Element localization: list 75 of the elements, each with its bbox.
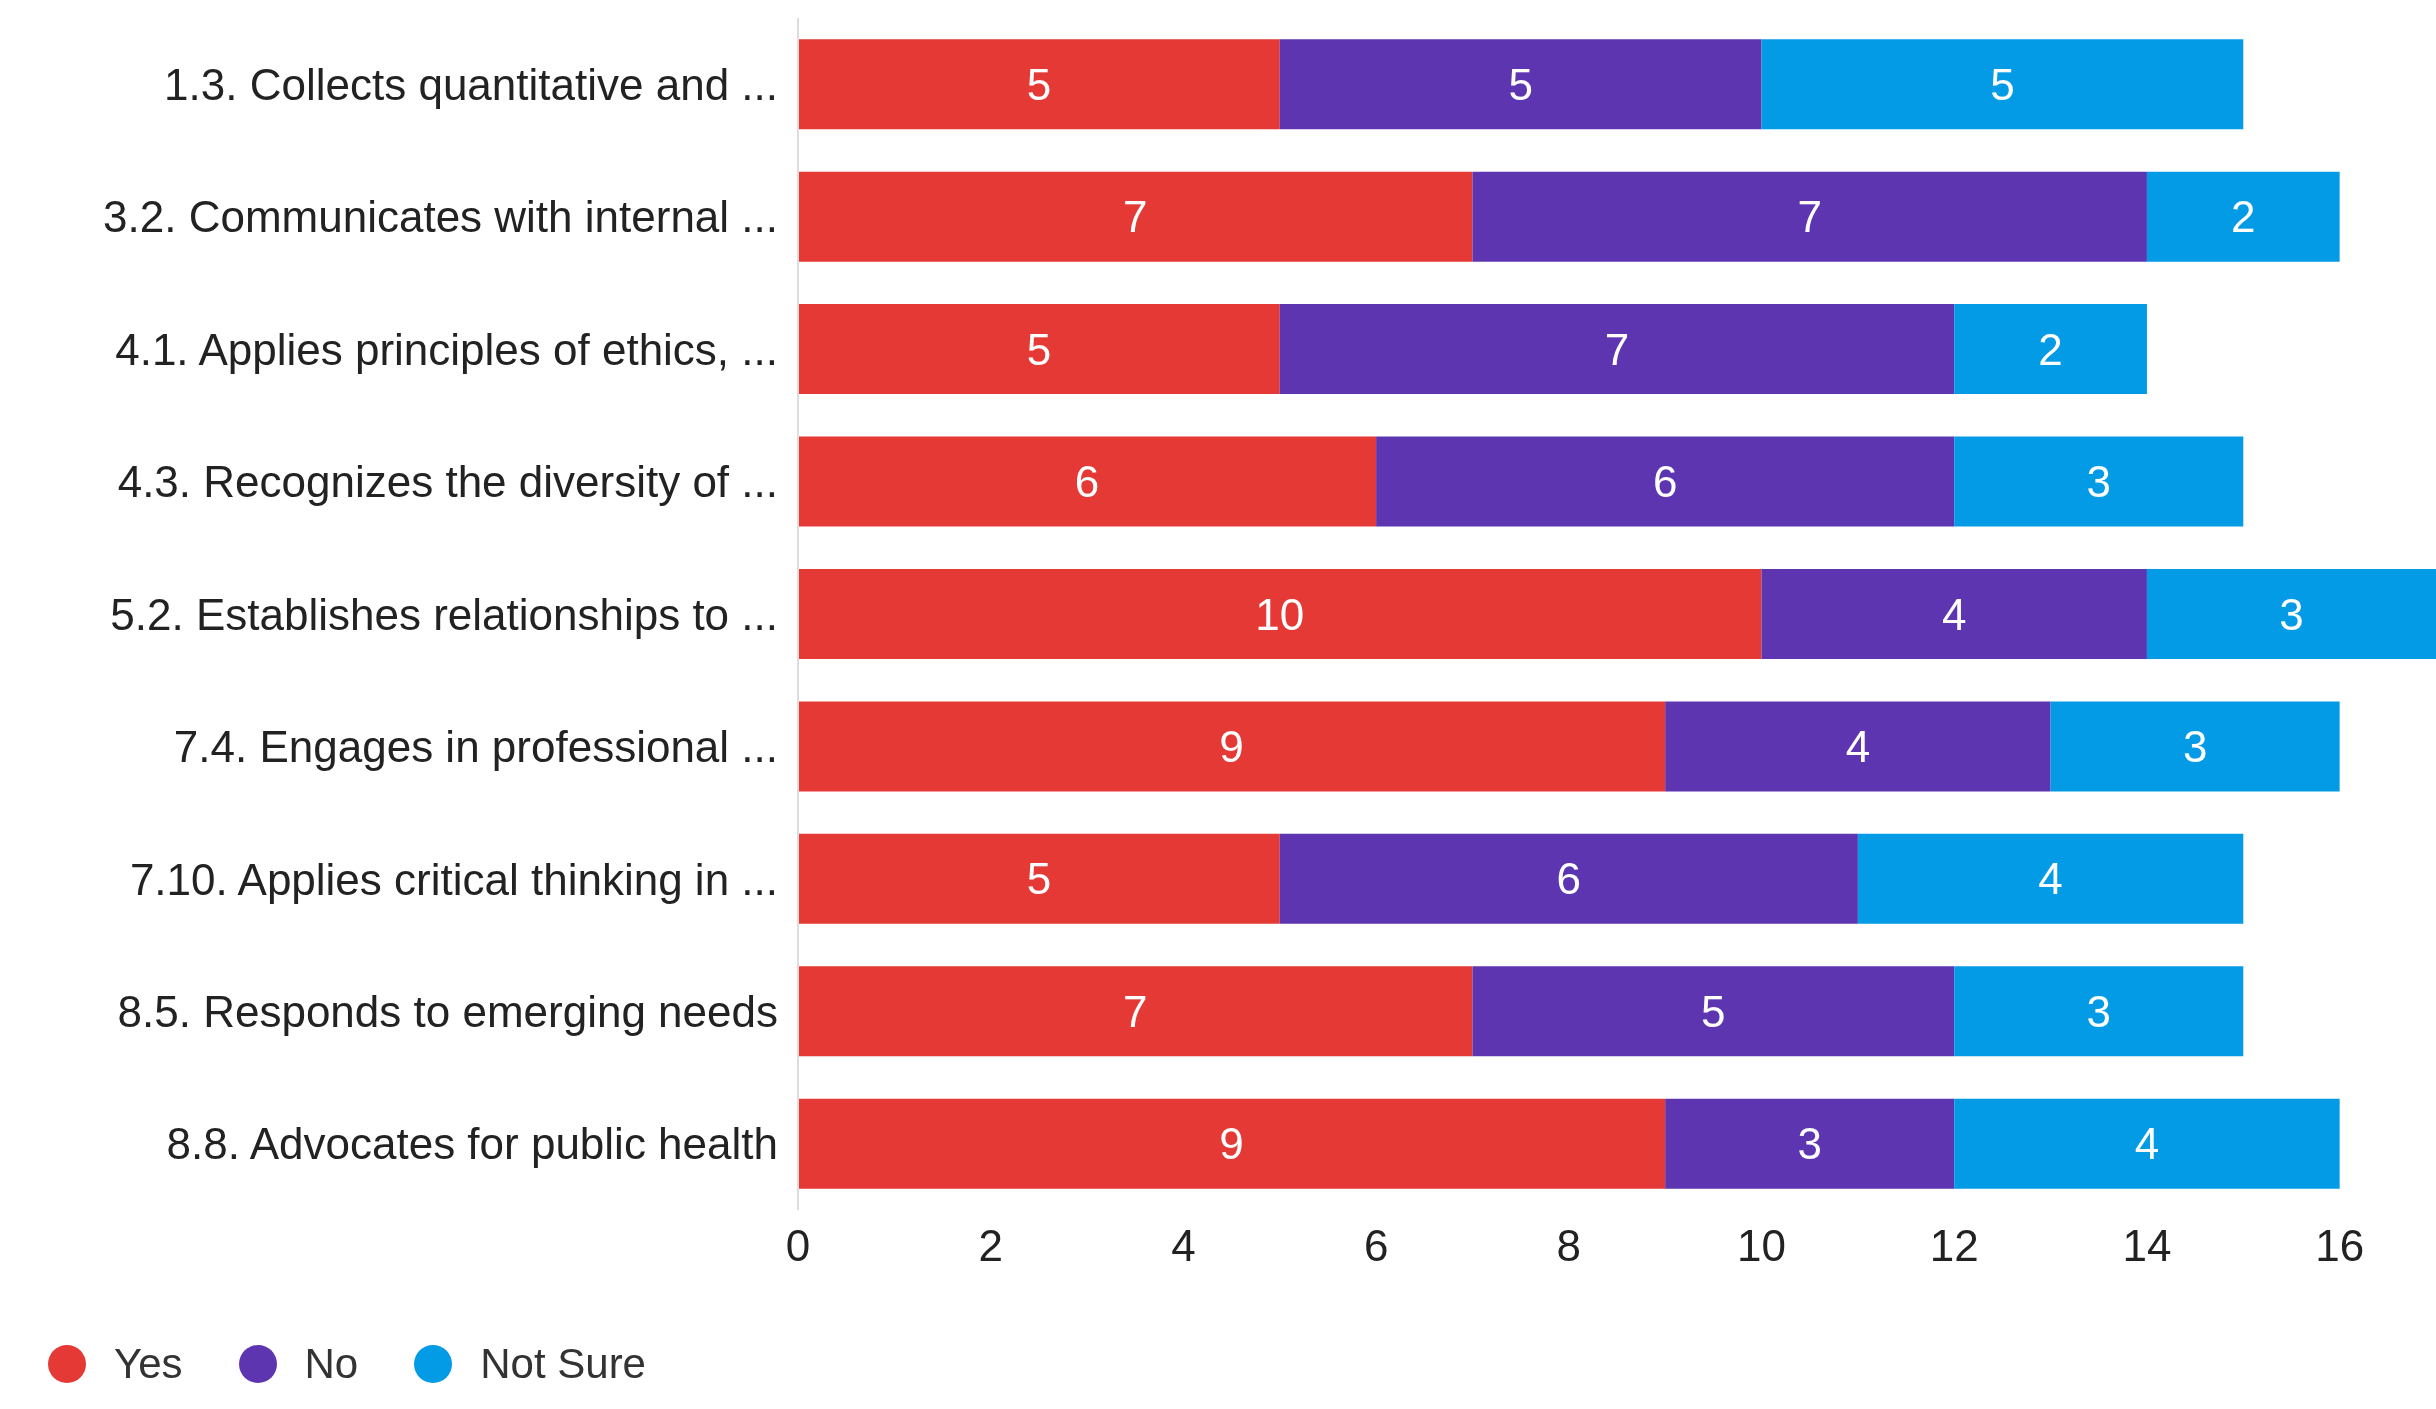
data-label: 7	[1122, 192, 1148, 242]
data-label: 6	[1556, 854, 1582, 904]
bar	[1376, 436, 1955, 527]
data-label: 3	[2086, 457, 2112, 507]
y-tick-label: 4.3. Recognizes the diversity of ...	[117, 457, 778, 507]
bar	[1472, 171, 2147, 262]
data-label: 4	[1845, 722, 1871, 772]
x-tick-label: 10	[1737, 1221, 1787, 1271]
data-label: 7	[1604, 324, 1630, 374]
data-label: 3	[2182, 722, 2208, 772]
data-label: 5	[1026, 324, 1052, 374]
data-label: 6	[1652, 457, 1678, 507]
bar	[1665, 701, 2051, 792]
y-tick-label: 8.5. Responds to emerging needs	[117, 986, 778, 1036]
bar	[798, 568, 1762, 659]
bar	[798, 1098, 1666, 1189]
bar	[1857, 833, 2244, 924]
bar	[798, 966, 1473, 1057]
data-label: 5	[1701, 986, 1726, 1036]
data-label: 4	[2134, 1119, 2160, 1169]
x-tick-label: 6	[1363, 1221, 1389, 1271]
data-label: 5	[1026, 854, 1052, 904]
data-label: 5	[1990, 59, 2015, 109]
data-label: 3	[1797, 1119, 1822, 1169]
bar	[798, 171, 1473, 262]
bar	[798, 833, 1280, 924]
data-label: 3	[2086, 986, 2112, 1036]
bar	[2146, 568, 2436, 659]
bar	[1761, 39, 2244, 130]
legend-label: No	[304, 1340, 359, 1388]
data-label: 2	[2231, 192, 2256, 242]
y-tick-label: 8.8. Advocates for public health	[166, 1119, 778, 1169]
bar	[1954, 1098, 2340, 1189]
data-label: 10	[1255, 589, 1305, 639]
data-label: 4	[2038, 854, 2063, 904]
y-tick-label: 4.1. Applies principles of ethics, ...	[115, 324, 778, 374]
x-tick-label: 0	[785, 1221, 811, 1271]
bar	[2050, 701, 2340, 792]
y-tick-label: 7.10. Applies critical thinking in ...	[129, 854, 778, 904]
y-tick-label: 5.2. Establishes relationships to ...	[110, 589, 778, 639]
bar	[798, 701, 1666, 792]
data-label: 7	[1122, 986, 1148, 1036]
y-tick-label: 7.4. Engages in professional ...	[173, 722, 778, 772]
legend-label: Yes	[114, 1340, 183, 1388]
bar	[1472, 966, 1955, 1057]
bar	[1954, 966, 2244, 1057]
bar	[798, 436, 1377, 527]
x-tick-label: 16	[2315, 1221, 2365, 1271]
y-tick-label: 1.3. Collects quantitative and ...	[164, 59, 778, 109]
data-label: 6	[1074, 457, 1100, 507]
bar	[2146, 171, 2340, 262]
data-label: 5	[1026, 59, 1052, 109]
bar	[1279, 39, 1762, 130]
bar	[1954, 436, 2244, 527]
legend-label: Not Sure	[480, 1340, 646, 1388]
x-tick-label: 12	[1929, 1221, 1979, 1271]
bar	[1279, 304, 1955, 395]
data-label: 3	[2279, 589, 2304, 639]
data-label: 9	[1219, 722, 1244, 772]
data-label: 5	[1508, 59, 1533, 109]
x-tick-label: 2	[978, 1221, 1003, 1271]
bar	[1761, 568, 2147, 659]
bar	[1954, 304, 2147, 395]
data-label: 9	[1219, 1119, 1244, 1169]
bar	[798, 39, 1280, 130]
y-tick-label: 3.2. Communicates with internal ...	[103, 192, 778, 242]
x-tick-label: 4	[1171, 1221, 1196, 1271]
data-label: 7	[1797, 192, 1822, 242]
bar	[1665, 1098, 1955, 1189]
data-label: 2	[2038, 324, 2063, 374]
data-label: 4	[1941, 589, 1967, 639]
x-tick-label: 14	[2122, 1221, 2172, 1271]
x-tick-label: 8	[1556, 1221, 1582, 1271]
bar	[798, 304, 1280, 395]
bar	[1279, 833, 1858, 924]
